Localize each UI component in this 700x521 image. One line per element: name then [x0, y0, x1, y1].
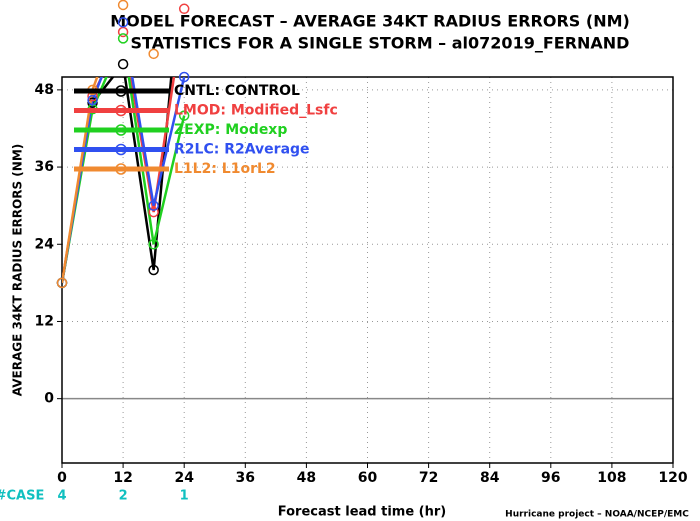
data-point [148, 264, 159, 276]
data-point [117, 17, 129, 28]
data-point [117, 0, 129, 11]
series-line [62, 77, 99, 284]
x-axis-label: Forecast lead time (hr) [278, 505, 446, 520]
data-point [148, 200, 159, 211]
x-tick-label: 24 [174, 470, 194, 486]
data-point [178, 3, 190, 15]
x-tick-label: 36 [236, 470, 255, 486]
chart-title: MODEL FORECAST – AVERAGE 34KT RADIUS ERR… [110, 12, 630, 31]
data-point [148, 239, 159, 250]
legend-label: R2LC: R2Average [174, 142, 310, 158]
data-point [148, 48, 159, 60]
legend-label: LMOD: Modified_Lsfc [174, 103, 338, 119]
x-tick-label: 96 [541, 470, 560, 486]
case-count: 2 [119, 489, 128, 504]
x-tick-label: 12 [113, 470, 132, 486]
y-tick-label: 12 [35, 313, 54, 329]
data-point [117, 33, 129, 44]
legend-label: L1L2: L1orL2 [174, 161, 276, 177]
legend-label: CNTL: CONTROL [174, 83, 300, 99]
legend-label: ZEXP: Modexp [174, 122, 287, 138]
case-count: 4 [57, 489, 66, 504]
x-tick-label: 48 [297, 470, 316, 486]
series-lines [62, 77, 99, 284]
data-point [178, 71, 190, 83]
data-point [148, 206, 159, 218]
legend-marker [115, 104, 127, 117]
credit: Hurricane project – NOAA/NCEP/EMC [505, 510, 689, 520]
x-tick-label: 84 [480, 470, 500, 486]
data-point [117, 58, 129, 70]
case-label: #CASE [0, 489, 44, 504]
legend-marker [115, 143, 127, 156]
y-tick-label: 36 [35, 159, 54, 175]
x-tick-label: 72 [419, 470, 438, 486]
x-tick-label: 0 [57, 470, 67, 486]
x-tick-label: 108 [597, 470, 626, 486]
data-point [56, 277, 68, 289]
chart-subtitle: STATISTICS FOR A SINGLE STORM – al072019… [131, 34, 630, 53]
y-axis-label: AVERAGE 34KT RADIUS ERRORS (NM) [11, 144, 25, 396]
x-tick-label: 120 [658, 470, 687, 486]
y-tick-label: 0 [44, 391, 54, 407]
plot-frame [61, 76, 674, 464]
y-tick-label: 24 [35, 236, 55, 252]
legend-marker [115, 85, 127, 97]
y-tick-label: 48 [35, 82, 54, 98]
data-point [178, 110, 190, 121]
x-tick-label: 60 [358, 470, 378, 486]
case-count: 1 [180, 489, 189, 504]
data-point [87, 94, 98, 106]
legend-marker [115, 124, 127, 136]
legend-marker [115, 163, 127, 175]
